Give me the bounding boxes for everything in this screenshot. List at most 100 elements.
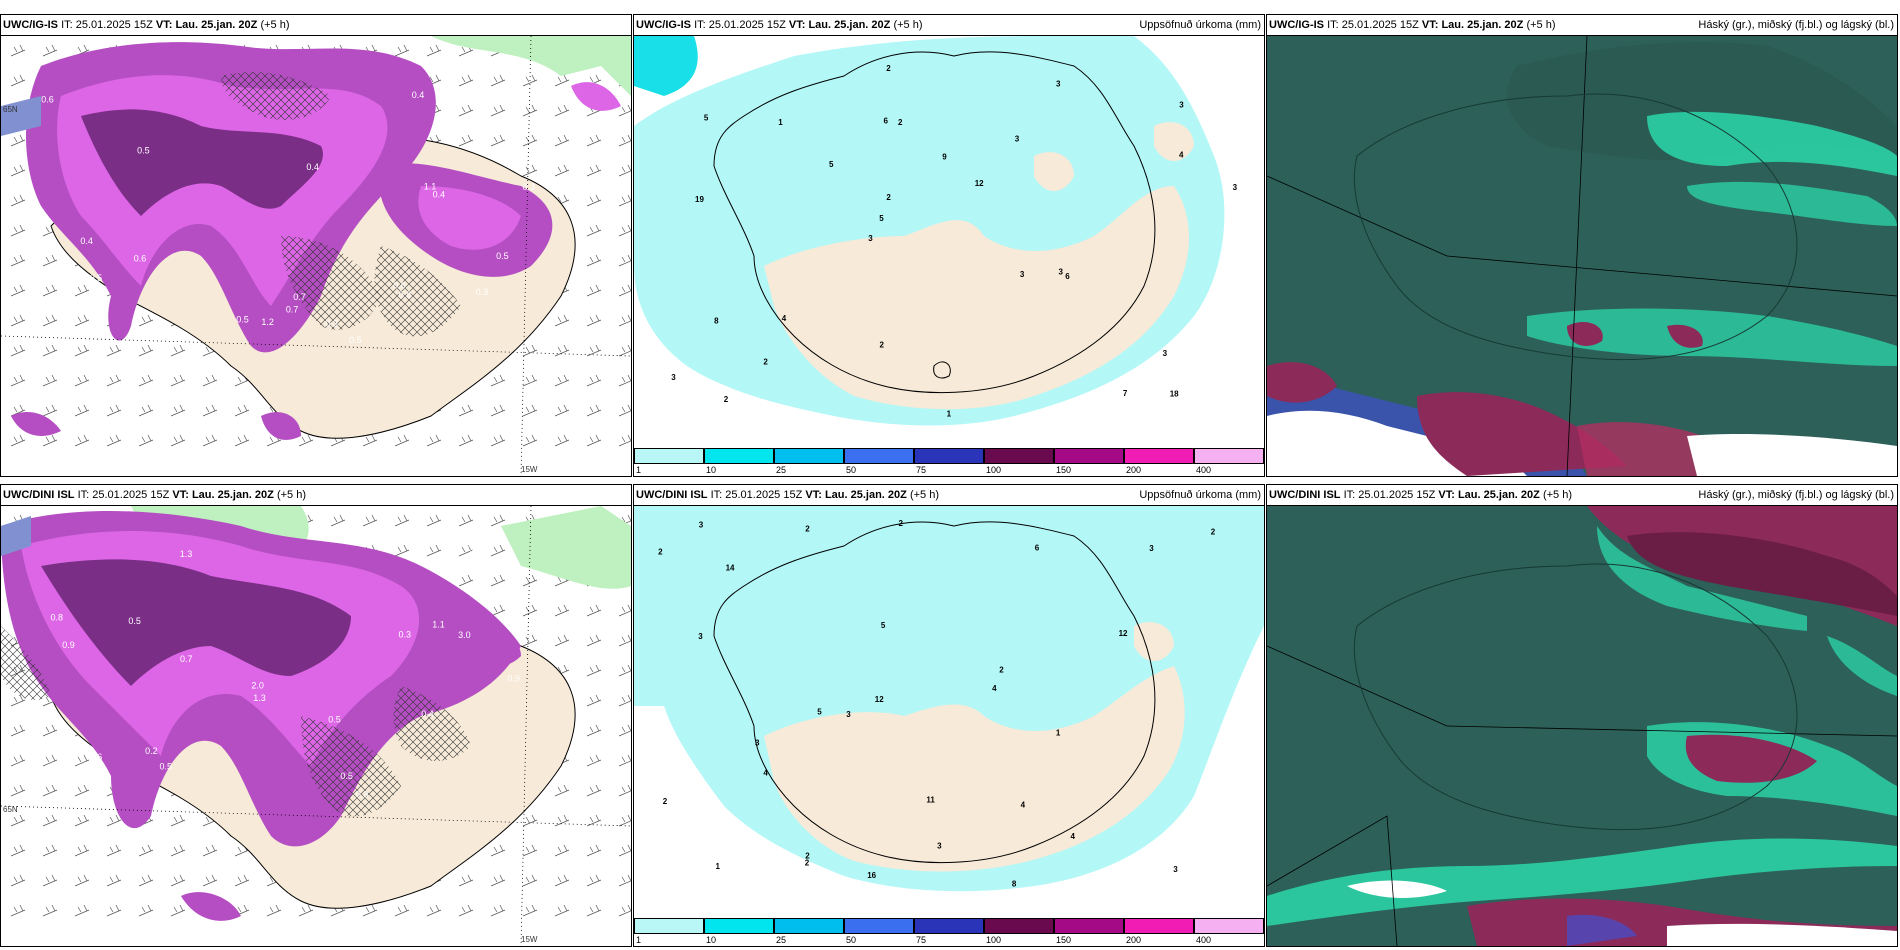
colorbar-segment: [984, 448, 1054, 464]
wind-barb: [586, 224, 602, 237]
it-value: 25.01.2025 15Z: [75, 19, 153, 31]
wind-value-label: 0.5: [137, 145, 150, 155]
wind-value-label: 0.7: [293, 292, 306, 302]
model-name: UWC/IG-IS: [1269, 19, 1324, 31]
wind-value-label: 0.5: [90, 273, 103, 283]
vt-value: Lau. 25.jan. 20Z: [175, 19, 258, 31]
wind-value-label: 1.3: [180, 549, 193, 559]
wind-barb: [618, 374, 631, 387]
lead-time: (+5 h): [909, 489, 939, 501]
wind-barb: [490, 404, 506, 417]
wind-barb: [74, 284, 90, 297]
wind-barb: [170, 874, 186, 887]
wind-barb: [554, 434, 570, 447]
it-value: 25.01.2025 15Z: [92, 489, 170, 501]
wind-barb: [618, 754, 631, 767]
wind-barb: [458, 434, 474, 447]
wind-barb: [522, 604, 538, 617]
wind-barb: [426, 904, 442, 917]
precip-value-label: 2: [805, 525, 810, 534]
wind-barb: [42, 844, 58, 857]
precip-value-label: 5: [879, 214, 884, 223]
wind-barb: [106, 874, 122, 887]
panel-wind-dini-isl: UWC/DINI ISL IT: 25.01.2025 15Z VT: Lau.…: [0, 484, 632, 947]
colorbar-segment: [1124, 448, 1194, 464]
wind-barb: [458, 134, 474, 147]
wind-value-label: 0.3: [326, 319, 339, 329]
wind-barb: [138, 404, 154, 417]
wind-barb: [522, 814, 538, 827]
wind-barb: [554, 404, 570, 417]
wind-value-label: 0.8: [51, 613, 64, 623]
wind-value-label: 0.5: [496, 251, 509, 261]
wind-barb: [74, 434, 90, 447]
wind-value-label: 0.8: [399, 290, 412, 300]
precip-value-label: 11: [926, 795, 935, 804]
wind-barb: [618, 284, 631, 297]
wind-barb: [138, 904, 154, 917]
precip-value-label: 3: [1233, 183, 1238, 192]
wind-value-label: 0.3: [476, 287, 489, 297]
wind-barb: [394, 904, 410, 917]
wind-value-label: 0.4: [421, 709, 434, 719]
precip-value-label: 1: [778, 118, 783, 127]
wind-barb: [586, 724, 602, 737]
wind-barb: [10, 254, 26, 267]
model-name: UWC/DINI ISL: [3, 489, 75, 501]
vt-value: Lau. 25.jan. 20Z: [808, 19, 891, 31]
wind-barb: [10, 314, 26, 327]
wind-barb: [74, 844, 90, 857]
panel-header: UWC/DINI ISL IT: 25.01.2025 15Z VT: Lau.…: [1267, 485, 1897, 506]
wind-barb: [522, 574, 538, 587]
wind-barb: [362, 904, 378, 917]
precip-value-label: 7: [1123, 389, 1128, 398]
wind-barb: [234, 404, 250, 417]
wind-barb: [42, 344, 58, 357]
precip-value-label: 3: [1163, 349, 1168, 358]
wind-barb: [490, 574, 506, 587]
wind-barb: [170, 374, 186, 387]
wind-barb: [10, 44, 26, 57]
it-value: 25.01.2025 15Z: [725, 489, 803, 501]
wind-barb: [490, 904, 506, 917]
wind-barb: [42, 404, 58, 417]
colorbar-segment: [704, 448, 774, 464]
panel-precip-ig-is: UWC/IG-IS IT: 25.01.2025 15Z VT: Lau. 25…: [633, 14, 1265, 477]
wind-value-label: 0.3: [523, 182, 536, 192]
wind-value-label: 0.2: [145, 746, 158, 756]
precip-value-label: 5: [704, 113, 709, 122]
wind-barb: [170, 814, 186, 827]
wind-value-label: 2.0: [251, 680, 264, 690]
wind-barb: [618, 664, 631, 677]
map-wind-top: 0.5 0.7 0.4 0.6 0.3 0.5 0.7 0.4 1.1 0.5 0.6 0.3 1.2 0…: [1, 36, 631, 476]
colorbar-segment: [1194, 918, 1264, 934]
wind-barb: [490, 104, 506, 117]
wind-barb: [554, 314, 570, 327]
panel-title: Uppsöfnuð úrkoma (mm): [1139, 19, 1261, 31]
model-name: UWC/DINI ISL: [636, 489, 708, 501]
wind-value-label: 0.5: [328, 714, 341, 724]
colorbar-segment: [774, 448, 844, 464]
wind-barb: [618, 904, 631, 917]
precip-value-label: 2: [898, 118, 903, 127]
wind-barb: [618, 224, 631, 237]
wind-barb: [74, 874, 90, 887]
wind-value-label: 0.5: [349, 335, 362, 345]
precip-value-label: 6: [1035, 543, 1040, 552]
wind-barb: [138, 374, 154, 387]
wind-barb: [522, 344, 538, 357]
wind-barb: [586, 694, 602, 707]
wind-barb: [42, 434, 58, 447]
map-precip-bottom: 16 8 2 4 2 14 5 3 2 5 3 3 12 11 6 4 3 2 3 2 4 2 2 1 12 3 2 4 3 1: [634, 506, 1264, 916]
wind-barb: [170, 904, 186, 917]
wind-barb: [586, 754, 602, 767]
wind-barb: [458, 514, 474, 527]
precip-value-label: 12: [1119, 629, 1128, 638]
wind-barb: [362, 434, 378, 447]
wind-barb: [362, 514, 378, 527]
wind-barb: [522, 434, 538, 447]
wind-barb: [394, 544, 410, 557]
wind-barb: [298, 904, 314, 917]
wind-barb: [522, 374, 538, 387]
colorbar-segment: [634, 448, 704, 464]
